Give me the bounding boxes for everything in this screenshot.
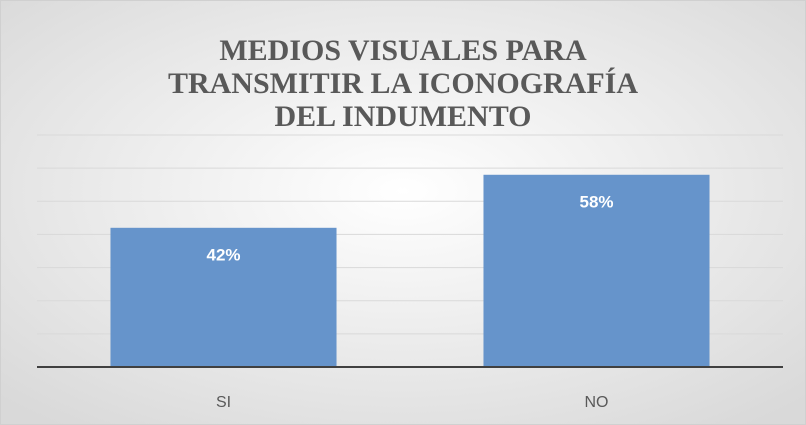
data-label: 42% <box>206 245 240 264</box>
x-tick-label: SI <box>216 394 231 411</box>
x-tick-label: NO <box>585 394 609 411</box>
bar <box>110 227 337 367</box>
chart-title: MEDIOS VISUALES PARA TRANSMITIR LA ICONO… <box>167 34 639 133</box>
data-label: 58% <box>579 192 613 211</box>
bar <box>483 174 710 367</box>
